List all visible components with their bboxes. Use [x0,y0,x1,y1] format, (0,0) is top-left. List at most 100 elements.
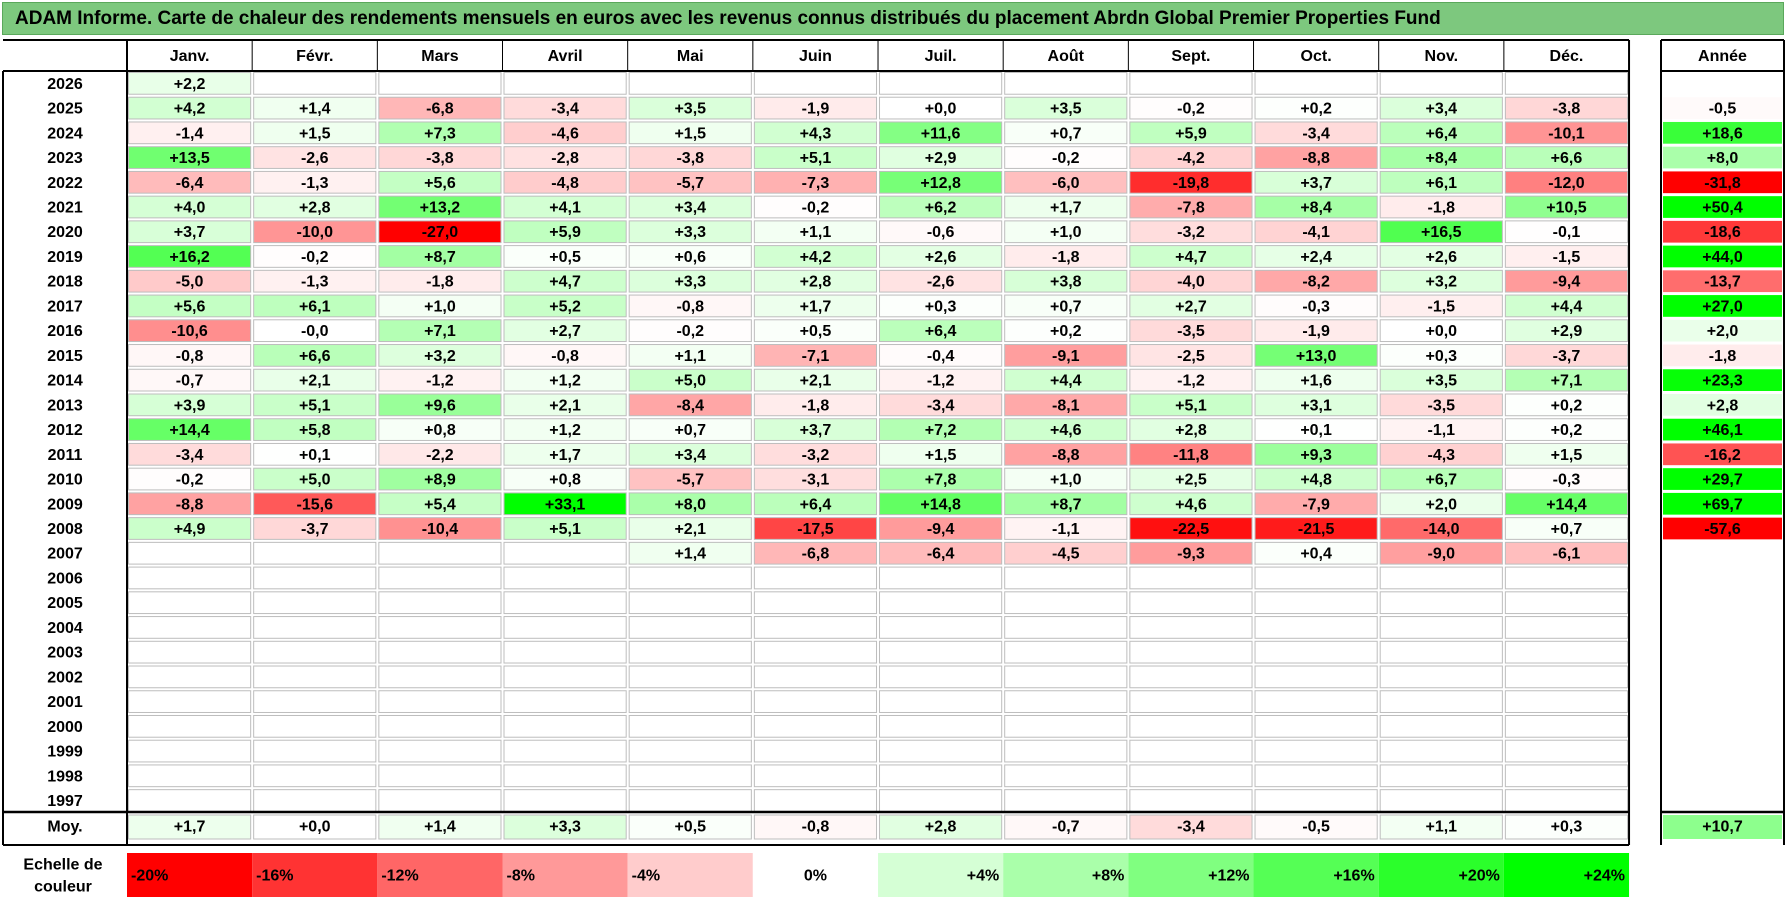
heatmap-cell [1505,121,1628,144]
cell-border [1254,344,1378,367]
scale-swatch [752,853,879,897]
cell-border [1254,591,1378,615]
heatmap-cell [1505,369,1628,391]
cell-border [753,665,878,689]
cell-value: +4,1 [549,200,581,217]
cell-border [1504,789,1629,812]
annual-cell [1663,171,1782,194]
cell-value: +5,1 [1175,397,1207,414]
cell-border [253,640,377,664]
cell-value: +8,4 [1425,150,1457,167]
cell-border [879,517,1003,540]
heatmap-cell [879,270,1002,293]
cell-border [503,764,627,788]
cell-border [503,492,627,516]
cell-value: -0,8 [176,348,204,365]
heatmap-cell [1129,369,1253,391]
heatmap-cell [1380,468,1503,490]
cell-value: -0,3 [1553,472,1581,489]
cell-border [378,690,502,713]
cell-border [1004,368,1128,392]
cell-border [1129,690,1253,713]
cell-value: +2,0 [1425,496,1457,513]
cell-border [879,442,1003,466]
cell-border [1379,566,1503,590]
cell-value: +1,4 [299,101,331,118]
heatmap-cell [128,319,251,342]
cell-border [879,739,1003,763]
cell-border [1379,220,1503,244]
cell-value: -7,3 [802,175,830,192]
year-label: 2023 [47,150,83,167]
cell-border [1004,591,1128,615]
heatmap-cell [128,369,251,391]
cell-value: -9,4 [1553,274,1581,291]
cell-border [253,690,377,713]
heatmap-cell [128,171,251,194]
cell-border [1129,195,1253,219]
cell-border [1379,616,1503,639]
cell-value: +3,5 [1050,101,1082,118]
heatmap-cell [1380,270,1503,293]
heatmap-cell [1004,393,1127,416]
heatmap-cell [253,146,376,169]
cell-border [1129,121,1253,145]
cell-border [879,170,1003,194]
cell-border [253,319,377,343]
cell-value: -4,8 [551,175,579,192]
cell-value: -1,3 [301,175,329,192]
heatmap-cell [1255,196,1378,218]
cell-border [503,517,627,540]
year-label: 2020 [47,224,83,241]
scale-swatch [1003,853,1129,897]
cell-value: +2,8 [800,274,832,291]
cell-border [378,245,502,268]
annual-value: -1,8 [1709,348,1737,365]
cell-border [503,418,627,441]
cell-border [1504,566,1629,590]
cell-border [628,442,752,466]
cell-border [378,467,502,491]
cell-border [753,368,878,392]
cell-border [378,393,502,417]
cell-border [1504,195,1629,219]
annual-value: -16,2 [1704,447,1741,464]
heatmap-cell [629,344,752,367]
month-header: Déc. [1550,48,1584,65]
cell-border [1254,72,1378,95]
cell-border [128,541,252,565]
cell-border [879,418,1003,441]
cell-value: -0,8 [551,348,579,365]
cell-value: +1,7 [1050,200,1082,217]
cell-value: +6,4 [925,323,957,340]
heatmap-cell [1129,443,1253,466]
year-label: 2017 [47,298,83,315]
cell-value: +4,6 [1175,496,1207,513]
cell-value: +2,9 [925,150,957,167]
heatmap-cell [1255,295,1378,317]
cell-value: -0,8 [676,298,704,315]
heatmap-cell [1380,443,1503,466]
cell-value: +2,7 [549,323,581,340]
heatmap-cell [128,443,251,466]
cell-border [1129,220,1253,244]
scale-label: Echelle de [23,857,102,874]
cell-border [628,170,752,194]
cell-value: +3,7 [800,422,832,439]
cell-border [1129,393,1253,417]
heatmap-cell [253,121,376,144]
cell-border [1129,714,1253,738]
cell-value: +1,1 [674,348,706,365]
average-cell [879,814,1003,840]
annual-cell [1663,393,1782,416]
cell-border [1379,714,1503,738]
cell-border [1004,319,1128,343]
cell-value: -2,5 [1177,348,1205,365]
cell-value: -10,1 [1548,125,1585,142]
heatmap-cell [378,344,502,367]
heatmap-cell [378,393,502,416]
annual-cell [1663,319,1782,342]
cell-value: +16,5 [1421,224,1462,241]
cell-border [1379,294,1503,318]
cell-border [879,146,1003,169]
